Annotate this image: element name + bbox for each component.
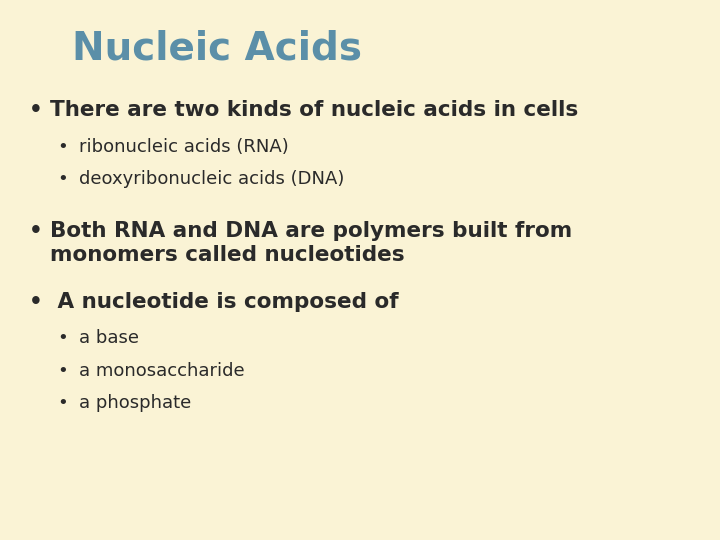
Text: •: • [29,221,42,241]
Text: •: • [58,138,68,156]
Text: •: • [58,394,68,412]
Text: ribonucleic acids (RNA): ribonucleic acids (RNA) [79,138,289,156]
Text: •: • [29,100,42,120]
Text: •: • [29,292,42,312]
Text: deoxyribonucleic acids (DNA): deoxyribonucleic acids (DNA) [79,170,345,188]
Text: •: • [58,362,68,380]
Text: A nucleotide is composed of: A nucleotide is composed of [50,292,399,312]
Text: •: • [58,329,68,347]
Text: There are two kinds of nucleic acids in cells: There are two kinds of nucleic acids in … [50,100,579,120]
Text: Both RNA and DNA are polymers built from
monomers called nucleotides: Both RNA and DNA are polymers built from… [50,221,572,265]
Text: •: • [58,170,68,188]
Text: a monosaccharide: a monosaccharide [79,362,245,380]
Text: a phosphate: a phosphate [79,394,192,412]
Text: a base: a base [79,329,139,347]
Text: Nucleic Acids: Nucleic Acids [72,30,362,68]
